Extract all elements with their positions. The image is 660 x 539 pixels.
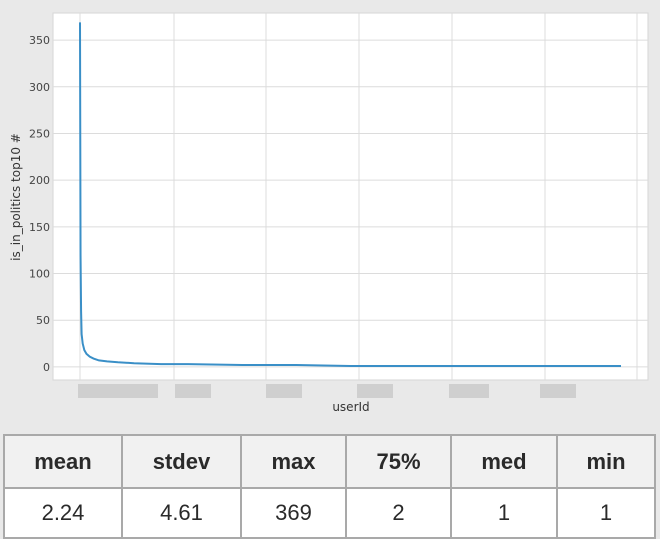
stats-value-mean: 2.24	[3, 487, 123, 539]
stats-value-75pct: 2	[345, 487, 452, 539]
y-tick-label: 200	[29, 174, 50, 187]
y-tick-label: 0	[43, 361, 50, 374]
x-tick-label-obscured	[78, 384, 158, 398]
stats-header-75pct: 75%	[345, 434, 452, 489]
stats-value-row: 2.24 4.61 369 2 1 1	[3, 487, 656, 539]
stats-header-stdev: stdev	[121, 434, 242, 489]
stats-value-stdev: 4.61	[121, 487, 242, 539]
stats-value-max: 369	[240, 487, 347, 539]
y-tick-label: 250	[29, 127, 50, 140]
y-tick-label: 100	[29, 268, 50, 281]
y-tick-label: 350	[29, 34, 50, 47]
series-line	[79, 22, 621, 367]
x-tick-label-obscured	[540, 384, 576, 398]
x-tick-label-obscured	[266, 384, 302, 398]
x-axis-label: userId	[332, 400, 369, 414]
y-tick-label: 300	[29, 81, 50, 94]
x-tick-label-obscured	[449, 384, 489, 398]
y-tick-labels: 0 50 100 150 200 250 300 350	[29, 34, 50, 374]
line-chart: 0 50 100 150 200 250 300 350 is_in_politics top…	[9, 12, 649, 414]
stats-value-med: 1	[450, 487, 558, 539]
y-tick-label: 150	[29, 221, 50, 234]
stats-header-med: med	[450, 434, 558, 489]
y-tick-label: 50	[36, 314, 50, 327]
x-tick-labels	[78, 384, 576, 398]
y-axis-label: is_in_politics top10 #	[9, 133, 23, 261]
plot-area	[52, 12, 649, 381]
grid	[53, 13, 648, 380]
x-tick-label-obscured	[357, 384, 393, 398]
x-tick-label-obscured	[175, 384, 211, 398]
stats-header-max: max	[240, 434, 347, 489]
summary-stats-table: mean stdev max 75% med min 2.24 4.61 369…	[3, 434, 656, 539]
stats-header-mean: mean	[3, 434, 123, 489]
stats-header-row: mean stdev max 75% med min	[3, 434, 656, 489]
stats-header-min: min	[556, 434, 656, 489]
stats-value-min: 1	[556, 487, 656, 539]
